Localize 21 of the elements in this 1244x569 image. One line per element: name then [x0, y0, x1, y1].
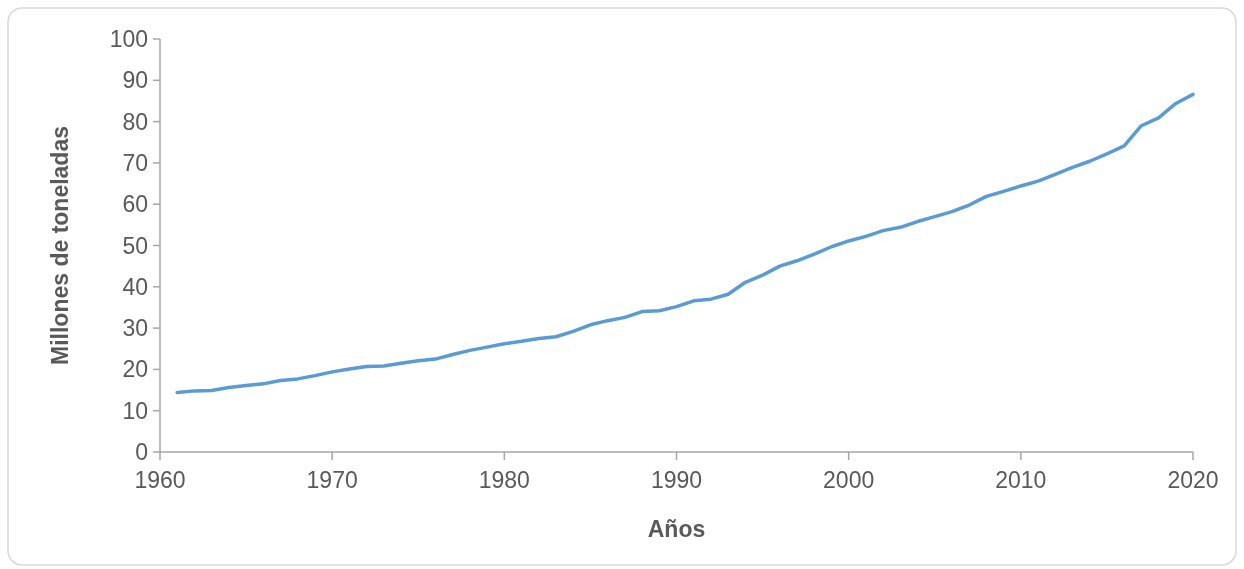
y-tick-label: 70 — [122, 149, 148, 176]
x-tick-label: 1980 — [478, 467, 530, 493]
x-tick-label: 1960 — [134, 467, 186, 493]
y-tick-label: 30 — [122, 315, 148, 342]
y-tick-label: 0 — [135, 439, 148, 466]
x-tick-label: 2020 — [1167, 467, 1219, 493]
x-tick-label: 2010 — [995, 467, 1047, 493]
y-tick-label: 100 — [109, 26, 148, 53]
y-tick-label: 60 — [122, 191, 148, 218]
line-series — [175, 92, 1195, 395]
x-tick-label: 1990 — [650, 467, 703, 493]
x-tick-label: 2000 — [823, 467, 875, 493]
y-tick-label: 90 — [122, 67, 148, 94]
y-tick-label: 80 — [122, 108, 148, 135]
x-axis-title: Años — [647, 516, 706, 542]
y-tick-label: 40 — [122, 273, 148, 300]
y-tick-label: 10 — [122, 397, 148, 424]
y-tick-label: 50 — [122, 232, 148, 259]
y-axis-title: Millones de toneladas — [47, 126, 73, 365]
y-tick-label: 20 — [122, 356, 148, 383]
x-tick-label: 1970 — [306, 467, 358, 493]
